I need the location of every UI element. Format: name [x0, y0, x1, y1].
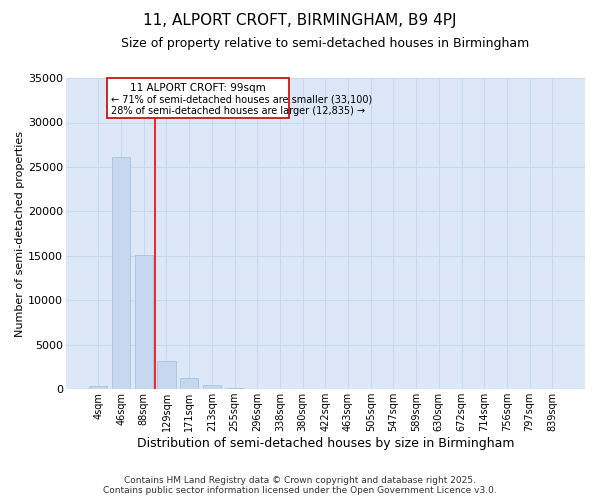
Text: 11, ALPORT CROFT, BIRMINGHAM, B9 4PJ: 11, ALPORT CROFT, BIRMINGHAM, B9 4PJ [143, 12, 457, 28]
Text: Contains HM Land Registry data © Crown copyright and database right 2025.
Contai: Contains HM Land Registry data © Crown c… [103, 476, 497, 495]
Bar [134, 255, 153, 389]
Bar [203, 384, 221, 389]
Y-axis label: Number of semi-detached properties: Number of semi-detached properties [15, 130, 25, 336]
Title: Size of property relative to semi-detached houses in Birmingham: Size of property relative to semi-detach… [121, 38, 529, 51]
Bar [180, 378, 198, 389]
Bar [89, 386, 107, 389]
Bar [157, 360, 176, 389]
Text: ← 71% of semi-detached houses are smaller (33,100): ← 71% of semi-detached houses are smalle… [111, 95, 372, 105]
X-axis label: Distribution of semi-detached houses by size in Birmingham: Distribution of semi-detached houses by … [137, 437, 514, 450]
Text: 11 ALPORT CROFT: 99sqm: 11 ALPORT CROFT: 99sqm [130, 83, 266, 93]
Bar [112, 157, 130, 389]
FancyBboxPatch shape [107, 78, 289, 118]
Text: 28% of semi-detached houses are larger (12,835) →: 28% of semi-detached houses are larger (… [111, 106, 365, 116]
Bar [226, 388, 244, 389]
